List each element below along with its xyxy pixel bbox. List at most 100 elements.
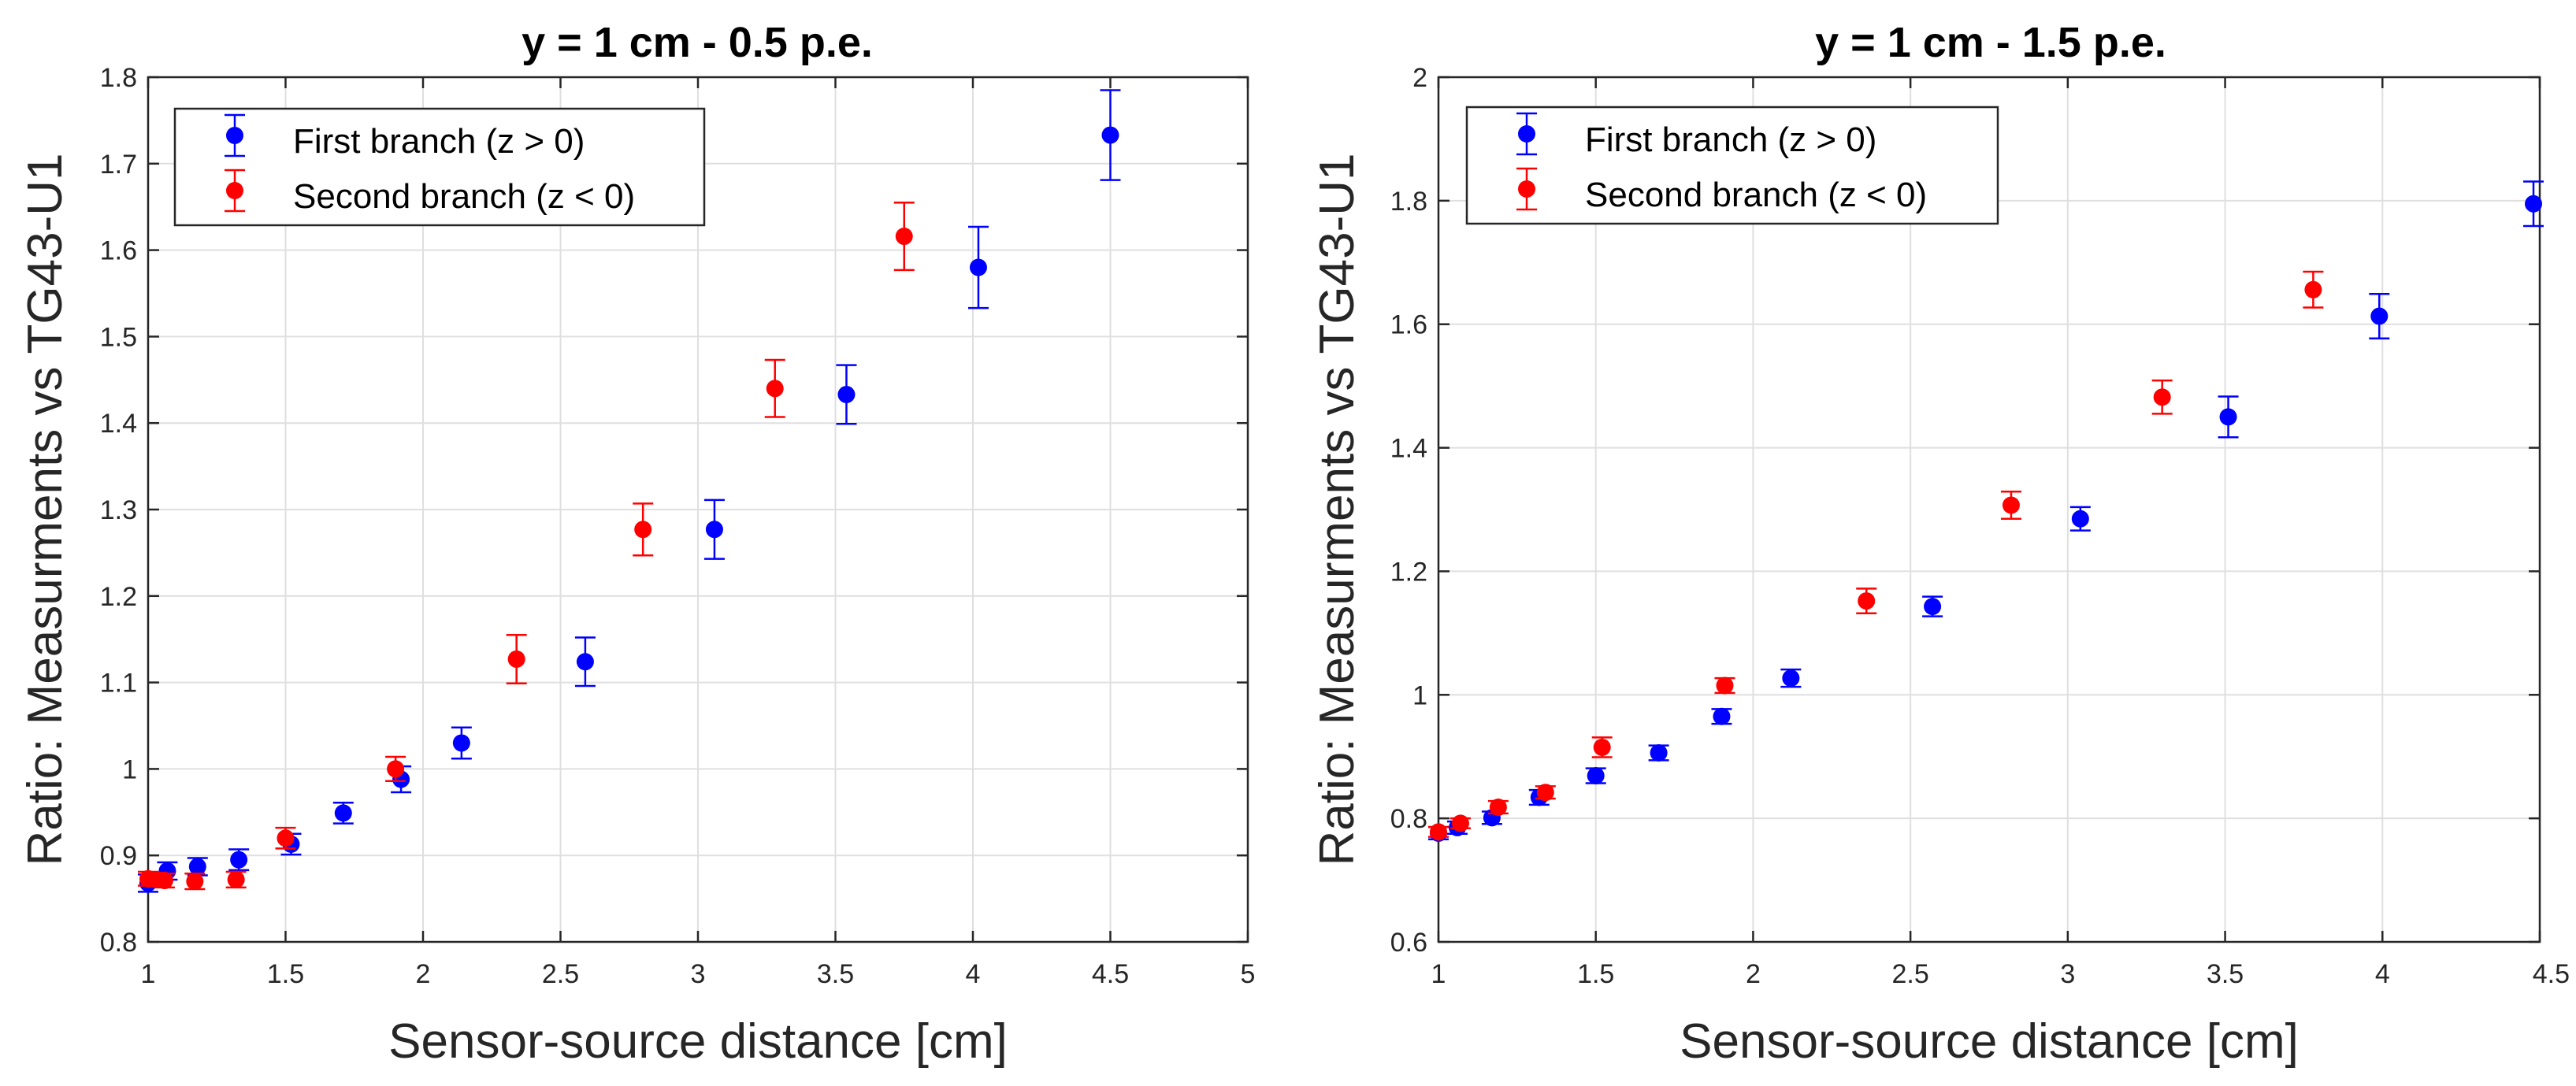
marker-dot (2304, 280, 2322, 298)
x-tick-label: 4 (966, 959, 981, 989)
y-tick-label: 1.8 (100, 63, 137, 93)
y-tick-labels: 0.8 0.9 1 1.1 1.2 1.3 1.4 1.5 1.6 1.7 1.8 (100, 63, 137, 958)
marker-dot (277, 829, 295, 847)
x-tick-label: 3 (2060, 959, 2075, 989)
x-tick-label: 4.5 (1092, 959, 1129, 989)
y-tick-label: 1.5 (100, 322, 137, 352)
marker-dot (452, 734, 470, 752)
data-point (385, 755, 406, 783)
y-tick-label: 1.4 (100, 409, 137, 439)
data-point (332, 801, 354, 825)
y-tick-label: 0.8 (100, 928, 137, 958)
marker-dot (227, 870, 245, 888)
marker-dot (837, 385, 856, 403)
marker-dot (895, 228, 913, 246)
marker-dot (1782, 669, 1800, 688)
marker-dot (576, 653, 594, 671)
x-tick-label: 1 (141, 959, 156, 989)
series-first-branch (1428, 180, 2544, 842)
data-point (2000, 491, 2021, 521)
legend-marker-first-branch (1516, 112, 1537, 156)
data-point (1487, 799, 1509, 817)
data-point (764, 358, 785, 418)
data-point (836, 364, 857, 425)
marker-dot (969, 258, 987, 276)
y-tick-labels: 0.6 0.8 1 1.2 1.4 1.6 1.8 2 (1390, 63, 1427, 958)
y-tick-label: 0.8 (1390, 804, 1427, 834)
data-point (154, 872, 175, 890)
x-tick-label: 2 (1746, 959, 1761, 989)
y-tick-label: 1.2 (1390, 557, 1427, 587)
data-point (1535, 784, 1556, 802)
plot-right: y = 1 cm - 1.5 p.e. 1 1.5 2 2.5 3 3.5 4 4.5 0.6… (1310, 19, 2570, 1069)
marker-dot (1593, 738, 1611, 756)
marker-dot (1716, 676, 1734, 695)
legend-box (173, 107, 706, 227)
data-point (633, 502, 654, 557)
y-tick-label: 1.3 (100, 495, 137, 525)
y-tick-label: 0.6 (1390, 928, 1427, 958)
marker-dot (2219, 408, 2237, 426)
series-first-branch (138, 89, 1121, 893)
marker-dot (226, 182, 243, 199)
data-point (893, 201, 915, 272)
y-tick-label: 1.4 (1390, 434, 1427, 464)
marker-dot (1536, 784, 1554, 802)
legend-label-first-branch: First branch (z > 0) (293, 122, 585, 161)
marker-dot (188, 858, 206, 876)
data-point (228, 848, 250, 872)
x-tick-label: 4.5 (2533, 959, 2570, 989)
marker-dot (1713, 707, 1731, 725)
y-tick-label: 1.6 (100, 236, 137, 266)
legend-label-second-branch: Second branch (z < 0) (293, 177, 635, 216)
y-axis-label: Ratio: Measurments vs TG43-U1 (18, 153, 72, 865)
data-point (184, 873, 206, 891)
data-point (1449, 814, 1471, 832)
y-tick-label: 1 (122, 754, 137, 784)
chart-title: y = 1 cm - 1.5 p.e. (1815, 19, 2166, 66)
data-point (1714, 676, 1735, 695)
data-point (1648, 744, 1669, 762)
marker-dot (387, 760, 405, 778)
legend-label-second-branch: Second branch (z < 0) (1585, 176, 1927, 214)
x-tick-label: 2.5 (542, 959, 579, 989)
x-axis-label: Sensor-source distance [cm] (1680, 1014, 2299, 1069)
data-points (138, 89, 1121, 893)
series-second-branch (1428, 270, 2324, 841)
y-tick-label: 0.9 (100, 841, 137, 871)
data-point (2069, 506, 2091, 532)
marker-dot (1451, 814, 1469, 832)
legend: First branch (z > 0) Second branch (z < … (173, 107, 706, 227)
marker-dot (1518, 180, 1535, 198)
legend-marker-second-branch (225, 169, 245, 213)
x-tick-label: 4 (2375, 959, 2390, 989)
marker-dot (766, 380, 784, 398)
data-point (1922, 595, 1943, 617)
marker-dot (1430, 823, 1447, 841)
marker-dot (1650, 744, 1668, 762)
marker-dot (1489, 799, 1507, 817)
data-point (2218, 395, 2239, 439)
data-point (275, 826, 296, 850)
marker-dot (2002, 496, 2020, 514)
data-point (1856, 587, 1877, 615)
y-tick-label: 1.6 (1390, 310, 1427, 340)
data-point (451, 726, 472, 760)
data-point (1591, 736, 1613, 758)
legend-symbol (225, 113, 245, 158)
y-tick-label: 1 (1412, 680, 1427, 710)
marker-dot (1587, 767, 1605, 785)
x-tick-label: 2 (416, 959, 431, 989)
marker-dot (230, 851, 248, 869)
y-axis-label: Ratio: Measurments vs TG43-U1 (1310, 153, 1364, 865)
x-tick-label: 1.5 (1577, 959, 1614, 989)
data-point (1585, 767, 1606, 785)
marker-dot (634, 521, 652, 539)
legend-marker-second-branch (1516, 167, 1537, 211)
x-tick-label: 5 (1241, 959, 1256, 989)
plot-left: y = 1 cm - 0.5 p.e. 1 1.5 2 2.5 3 3.5 4 4.5 5 0.… (18, 19, 1255, 1069)
series-second-branch (138, 201, 915, 891)
legend-symbol (225, 169, 245, 213)
data-points (1428, 180, 2544, 842)
legend-marker-first-branch (225, 113, 245, 158)
